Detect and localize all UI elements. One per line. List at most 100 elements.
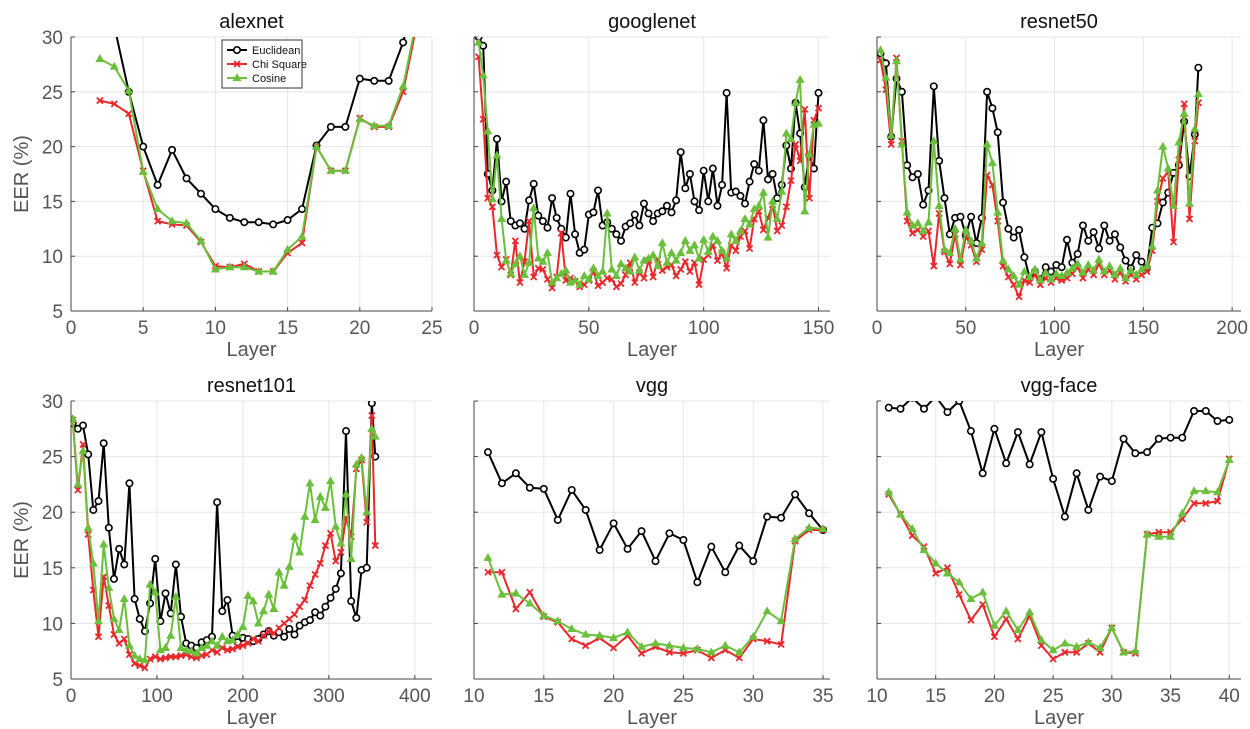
data-point <box>1089 265 1099 274</box>
data-point <box>776 616 786 625</box>
data-point <box>805 509 814 518</box>
chart-title: resnet101 <box>207 375 296 397</box>
x-tick-label: 15 <box>277 318 298 339</box>
data-point <box>497 263 506 271</box>
data-point <box>943 564 952 572</box>
data-point <box>1009 233 1018 242</box>
data-point <box>234 643 242 651</box>
data-point <box>988 104 997 113</box>
data-point <box>539 610 549 619</box>
data-point <box>104 523 113 532</box>
data-point <box>253 618 263 627</box>
data-point <box>594 282 602 290</box>
data-point <box>1078 221 1087 230</box>
data-point <box>525 217 533 225</box>
data-point <box>346 554 356 563</box>
data-point <box>497 214 507 223</box>
data-point <box>955 401 964 405</box>
x-tick-label: 5 <box>138 318 149 339</box>
data-point <box>326 165 336 174</box>
data-point <box>530 273 538 281</box>
data-point <box>612 283 621 291</box>
data-point <box>310 515 320 524</box>
data-point <box>609 519 618 528</box>
data-point <box>1177 508 1187 517</box>
data-point <box>1013 625 1023 634</box>
data-point <box>141 664 149 672</box>
series-line-chi-square <box>887 458 1231 660</box>
plot-area <box>95 11 422 276</box>
data-point <box>758 187 768 196</box>
data-point <box>109 61 119 70</box>
data-point <box>497 589 507 598</box>
data-point <box>74 486 82 494</box>
data-point <box>1119 434 1128 443</box>
data-point <box>581 505 590 514</box>
data-point <box>754 200 764 209</box>
data-point <box>1142 261 1152 270</box>
data-point <box>664 640 674 649</box>
data-point <box>552 273 562 282</box>
data-point <box>706 647 716 656</box>
data-point <box>1015 293 1023 301</box>
data-point <box>399 38 408 47</box>
data-point <box>414 11 422 18</box>
data-point <box>763 637 771 645</box>
data-point <box>717 245 727 254</box>
data-point <box>665 529 674 538</box>
data-point <box>745 219 755 228</box>
data-point <box>886 130 896 139</box>
data-point <box>114 625 124 634</box>
data-point <box>672 272 680 280</box>
x-tick-label: 25 <box>421 318 442 339</box>
data-point <box>778 221 786 230</box>
chart-panel-4: 10 15 20 25 30 35 vgg Layer <box>463 375 833 729</box>
data-point <box>283 216 292 225</box>
data-point <box>735 541 744 550</box>
data-point <box>548 194 557 203</box>
legend-label: Cosine <box>252 73 286 85</box>
data-point <box>1019 266 1029 275</box>
data-point <box>1100 221 1109 230</box>
x-axis-label: Layer <box>226 707 276 729</box>
data-point <box>340 165 350 174</box>
y-tick-label: 5 <box>52 302 63 323</box>
data-point <box>931 558 941 567</box>
chart-panel-1: 0 50 100 150 googlenet Layer <box>469 11 835 361</box>
data-point <box>166 630 176 639</box>
series-line-cosine <box>487 526 824 654</box>
data-point <box>331 584 340 593</box>
x-tick-label: 20 <box>349 318 370 339</box>
data-point <box>731 236 741 244</box>
data-point <box>311 141 321 150</box>
data-point <box>896 404 905 413</box>
data-point <box>1089 228 1098 237</box>
data-point <box>153 180 162 189</box>
data-point <box>763 232 773 241</box>
data-point <box>371 541 379 550</box>
data-point <box>735 226 745 235</box>
data-point <box>713 256 722 265</box>
data-point <box>1072 641 1082 650</box>
data-point <box>695 206 704 215</box>
data-point <box>368 411 376 420</box>
data-point <box>398 81 408 90</box>
data-point <box>290 610 299 619</box>
data-point <box>533 253 543 262</box>
data-point <box>1137 257 1146 266</box>
chart-title: vgg-face <box>1021 375 1098 397</box>
data-point <box>721 568 730 577</box>
data-point <box>762 606 772 615</box>
data-point <box>1025 460 1034 469</box>
data-point <box>326 122 335 131</box>
data-point <box>956 212 965 221</box>
data-point <box>136 662 144 670</box>
data-point <box>182 174 191 183</box>
data-point <box>902 207 912 216</box>
data-point <box>225 262 235 271</box>
x-tick-label: 300 <box>313 686 345 707</box>
data-point <box>777 513 786 522</box>
data-point <box>1094 254 1104 263</box>
data-point <box>1180 100 1188 108</box>
